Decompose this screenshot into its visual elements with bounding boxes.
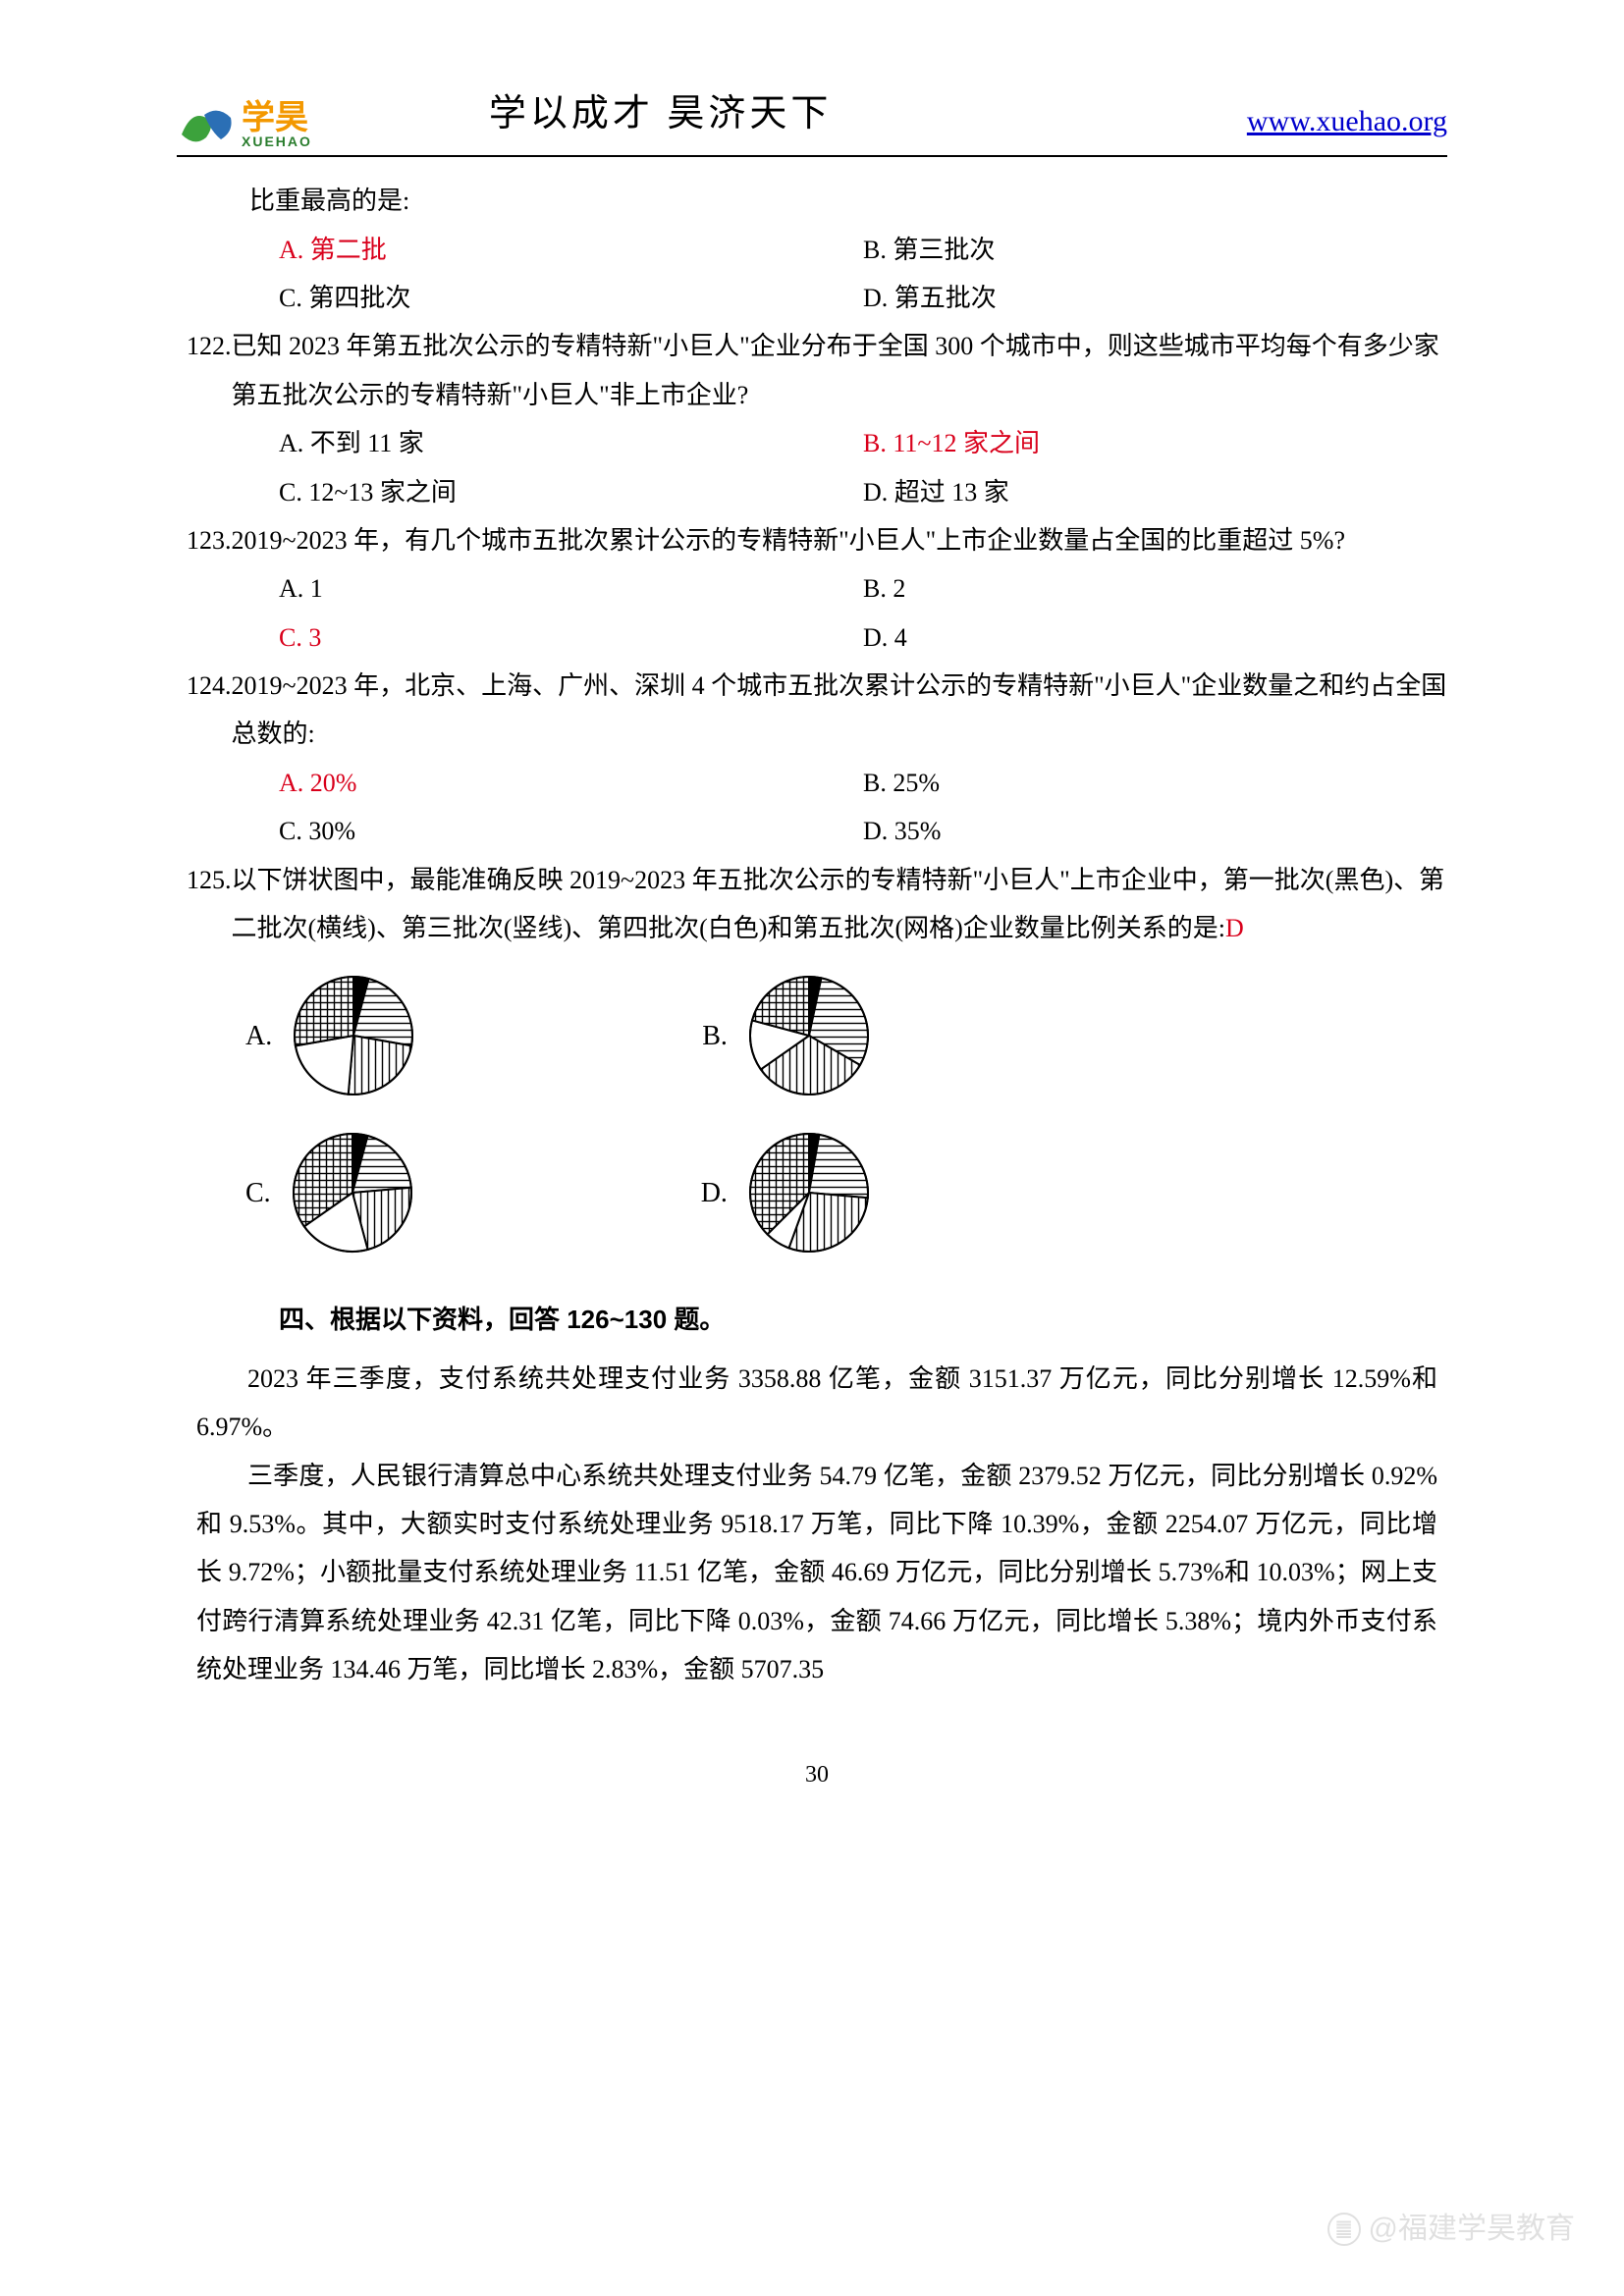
- q121-choice-d: D. 第五批次: [863, 274, 1447, 322]
- pie-row-1: A. B.: [187, 972, 1447, 1099]
- q123: 123. 2019~2023 年，有几个城市五批次累计公示的专精特新"小巨人"上…: [187, 516, 1447, 564]
- logo: 学昊 XUEHAO: [177, 100, 312, 149]
- pie-row-2: C. D.: [187, 1129, 1447, 1256]
- pie-label-a: A.: [245, 1010, 272, 1062]
- header-url[interactable]: www.xuehao.org: [1247, 93, 1447, 149]
- q124-choice-a: A. 20%: [279, 759, 863, 807]
- q122-choice-a: A. 不到 11 家: [279, 419, 863, 467]
- q124-choices-row2: C. 30% D. 35%: [187, 807, 1447, 855]
- q123-text: 2019~2023 年，有几个城市五批次累计公示的专精特新"小巨人"上市企业数量…: [232, 516, 1448, 564]
- q121-continuation: 比重最高的是:: [187, 177, 1447, 225]
- header-title: 学以成才 昊济天下: [489, 79, 833, 149]
- pie-option-b: B.: [702, 972, 873, 1099]
- pie-label-b: B.: [702, 1010, 728, 1062]
- section4-para2: 三季度，人民银行清算总中心系统共处理支付业务 54.79 亿笔，金额 2379.…: [187, 1452, 1447, 1694]
- q124-choice-d: D. 35%: [863, 807, 1447, 855]
- q121-choices-row2: C. 第四批次 D. 第五批次: [187, 274, 1447, 322]
- q125-num: 125.: [187, 856, 232, 953]
- section4-title: 四、根据以下资料，回答 126~130 题。: [187, 1296, 1447, 1344]
- q121-choice-b: B. 第三批次: [863, 226, 1447, 274]
- pie-chart-a: [290, 972, 417, 1099]
- q125-text-pre: 以下饼状图中，最能准确反映 2019~2023 年五批次公示的专精特新"小巨人"…: [232, 866, 1445, 942]
- q124-choices-row1: A. 20% B. 25%: [187, 759, 1447, 807]
- q123-choices-row1: A. 1 B. 2: [187, 564, 1447, 613]
- content: 比重最高的是: A. 第二批 B. 第三批次 C. 第四批次 D. 第五批次 1…: [177, 177, 1447, 1797]
- q121-choice-c: C. 第四批次: [279, 274, 863, 322]
- logo-cn: 学昊: [242, 101, 312, 134]
- q122-choice-c: C. 12~13 家之间: [279, 468, 863, 516]
- weibo-icon: ䷀: [1327, 2213, 1361, 2246]
- logo-pinyin: XUEHAO: [242, 134, 312, 148]
- logo-text: 学昊 XUEHAO: [242, 101, 312, 148]
- q123-choice-c: C. 3: [279, 614, 863, 662]
- watermark-text: @福建学昊教育: [1369, 2201, 1575, 2257]
- page-header: 学昊 XUEHAO 学以成才 昊济天下 www.xuehao.org: [177, 79, 1447, 157]
- q124: 124. 2019~2023 年，北京、上海、广州、深圳 4 个城市五批次累计公…: [187, 662, 1447, 759]
- pie-option-c: C.: [245, 1129, 416, 1256]
- q121-choices-row1: A. 第二批 B. 第三批次: [187, 226, 1447, 274]
- q124-choice-b: B. 25%: [863, 759, 1447, 807]
- q125-answer: D: [1225, 914, 1244, 942]
- q124-num: 124.: [187, 662, 232, 759]
- q121-choice-a: A. 第二批: [279, 226, 863, 274]
- pie-chart-c: [289, 1129, 416, 1256]
- watermark: ䷀ @福建学昊教育: [1327, 2201, 1575, 2257]
- q122-choice-d: D. 超过 13 家: [863, 468, 1447, 516]
- q122-num: 122.: [187, 322, 232, 419]
- q123-choice-b: B. 2: [863, 564, 1447, 613]
- pie-option-d: D.: [701, 1129, 873, 1256]
- q124-text: 2019~2023 年，北京、上海、广州、深圳 4 个城市五批次累计公示的专精特…: [232, 662, 1448, 759]
- logo-icon: [177, 100, 236, 149]
- q123-choice-d: D. 4: [863, 614, 1447, 662]
- pie-chart-b: [745, 972, 873, 1099]
- q122-choices-row2: C. 12~13 家之间 D. 超过 13 家: [187, 468, 1447, 516]
- pie-chart-d: [745, 1129, 873, 1256]
- q123-num: 123.: [187, 516, 232, 564]
- q122-choice-b: B. 11~12 家之间: [863, 419, 1447, 467]
- pie-option-a: A.: [245, 972, 417, 1099]
- q122: 122. 已知 2023 年第五批次公示的专精特新"小巨人"企业分布于全国 30…: [187, 322, 1447, 419]
- pie-label-d: D.: [701, 1167, 728, 1219]
- q123-choice-a: A. 1: [279, 564, 863, 613]
- q125: 125. 以下饼状图中，最能准确反映 2019~2023 年五批次公示的专精特新…: [187, 856, 1447, 953]
- pie-label-c: C.: [245, 1167, 271, 1219]
- q125-text: 以下饼状图中，最能准确反映 2019~2023 年五批次公示的专精特新"小巨人"…: [232, 856, 1448, 953]
- q122-text: 已知 2023 年第五批次公示的专精特新"小巨人"企业分布于全国 300 个城市…: [232, 322, 1448, 419]
- page-number: 30: [187, 1753, 1447, 1798]
- section4-para1: 2023 年三季度，支付系统共处理支付业务 3358.88 亿笔，金额 3151…: [187, 1355, 1447, 1452]
- page: 学昊 XUEHAO 学以成才 昊济天下 www.xuehao.org 比重最高的…: [0, 0, 1624, 1856]
- q122-choices-row1: A. 不到 11 家 B. 11~12 家之间: [187, 419, 1447, 467]
- q124-choice-c: C. 30%: [279, 807, 863, 855]
- q123-choices-row2: C. 3 D. 4: [187, 614, 1447, 662]
